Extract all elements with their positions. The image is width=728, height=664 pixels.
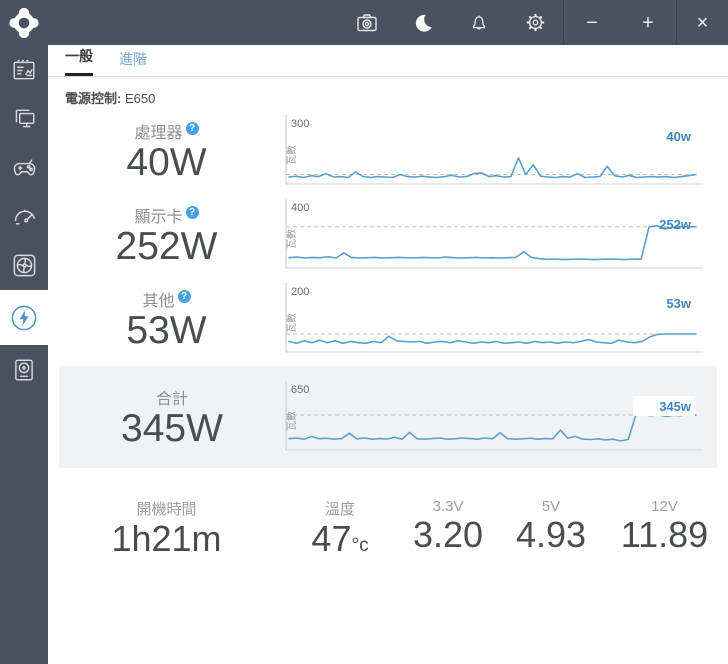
stats-row: 開機時間 1h21m 溫度 47°c 3.3V 3.20 5V 4.93 12V… — [48, 498, 728, 558]
cpu-power-chart: 40w 300 瓦數 — [285, 113, 703, 189]
dashboard-icon — [13, 59, 35, 79]
power-row-total: 合計 345W 345w 650 瓦數 — [59, 366, 717, 468]
other-power-label: 其他? — [48, 287, 285, 311]
sidebar-item-pc[interactable] — [0, 94, 48, 143]
power-row-cpu: 處理器? 40W 40w 300 瓦數 — [48, 109, 728, 193]
stat-3v3: 3.3V 3.20 — [395, 498, 501, 558]
power-control-label: 電源控制: — [65, 91, 122, 106]
3v3-label: 3.3V — [432, 498, 464, 515]
other-power-chart: 53w 200 瓦數 — [285, 281, 703, 357]
svg-text:345w: 345w — [659, 399, 692, 414]
power-row-other: 其他? 53W 53w 200 瓦數 — [48, 277, 728, 361]
help-icon[interactable]: ? — [185, 122, 199, 136]
5v-label: 5V — [541, 498, 561, 515]
power-control-header: 電源控制: E650 — [48, 77, 728, 109]
help-icon[interactable]: ? — [185, 206, 199, 220]
total-power-chart: 345w 650 瓦數 — [285, 379, 703, 455]
maximize-button[interactable]: + — [620, 0, 676, 45]
psu-model: E650 — [124, 91, 156, 106]
stat-5v: 5V 4.93 — [501, 498, 601, 558]
titlebar-divider-2 — [676, 0, 677, 45]
cam-logo-icon — [9, 7, 39, 38]
svg-text:200: 200 — [291, 286, 309, 298]
svg-text:53w: 53w — [666, 296, 691, 311]
help-icon[interactable]: ? — [177, 290, 191, 304]
stat-12v: 12V 11.89 — [601, 498, 728, 558]
12v-value: 11.89 — [620, 514, 709, 555]
fan-icon — [13, 254, 35, 277]
camera-icon — [357, 13, 377, 31]
power-row-gpu: 顯示卡? 252W 252w 400 瓦數 — [48, 193, 728, 277]
moon-icon — [415, 14, 432, 32]
title-bar: − + × — [0, 0, 728, 45]
minimize-button[interactable]: − — [564, 0, 620, 45]
svg-text:650: 650 — [291, 384, 309, 396]
gear-icon — [526, 13, 544, 32]
app-logo[interactable] — [0, 0, 48, 45]
12v-label: 12V — [651, 498, 678, 515]
screenshot-button[interactable] — [339, 0, 395, 45]
minimize-glyph: − — [586, 11, 598, 34]
sidebar-item-monitoring[interactable] — [0, 45, 48, 94]
svg-text:300: 300 — [291, 118, 309, 130]
svg-text:瓦數: 瓦數 — [285, 313, 298, 333]
temperature-label: 溫度 — [324, 501, 355, 518]
gpu-power-value: 252W — [115, 224, 218, 268]
sidebar — [0, 45, 48, 664]
svg-text:瓦數: 瓦數 — [285, 229, 298, 249]
close-glyph: × — [696, 11, 709, 34]
cpu-power-label: 處理器? — [48, 119, 285, 143]
settings-button[interactable] — [507, 0, 563, 45]
svg-text:瓦數: 瓦數 — [285, 145, 298, 165]
svg-text:40w: 40w — [666, 129, 691, 144]
bell-icon — [472, 14, 486, 30]
dark-mode-button[interactable] — [395, 0, 451, 45]
notifications-button[interactable] — [451, 0, 507, 45]
gpu-power-label: 顯示卡? — [48, 203, 285, 227]
titlebar-divider — [563, 0, 564, 45]
stat-uptime: 開機時間 1h21m — [48, 498, 285, 558]
5v-value: 4.93 — [515, 514, 587, 555]
lightning-icon — [11, 305, 37, 330]
svg-text:252w: 252w — [659, 217, 692, 232]
drive-icon — [15, 359, 33, 380]
uptime-label: 開機時間 — [136, 501, 197, 518]
close-button[interactable]: × — [677, 0, 728, 45]
cpu-power-value: 40W — [126, 140, 207, 184]
gpu-power-chart: 252w 400 瓦數 — [285, 197, 703, 273]
other-power-value: 53W — [126, 308, 207, 352]
maximize-glyph: + — [642, 11, 654, 34]
power-rows: 處理器? 40W 40w 300 瓦數 顯示卡? 252W 252w 400 瓦數 其他… — [48, 109, 728, 468]
tab-advanced[interactable]: 進階 — [119, 51, 147, 67]
temperature-value: 47°c — [311, 518, 369, 559]
pc-icon — [15, 109, 35, 127]
3v3-value: 3.20 — [412, 514, 484, 555]
sidebar-item-games[interactable] — [0, 143, 48, 192]
svg-text:400: 400 — [291, 202, 309, 214]
uptime-value: 1h21m — [111, 518, 222, 559]
svg-text:瓦數: 瓦數 — [285, 411, 298, 431]
stat-temperature: 溫度 47°c — [285, 498, 395, 558]
total-power-label: 合計 — [155, 390, 188, 408]
tab-bar: 一般 進階 — [48, 45, 728, 77]
sidebar-item-power[interactable] — [0, 290, 48, 345]
sidebar-item-performance[interactable] — [0, 192, 48, 241]
sidebar-item-storage[interactable] — [0, 345, 48, 394]
tab-general[interactable]: 一般 — [65, 46, 93, 76]
total-power-value: 345W — [121, 406, 223, 450]
titlebar-drag-area[interactable] — [48, 0, 339, 45]
main-content: 一般 進階 電源控制: E650 處理器? 40W 40w 300 瓦數 顯示卡? … — [48, 45, 728, 664]
gauge-icon — [14, 209, 35, 225]
sidebar-item-cooling[interactable] — [0, 241, 48, 290]
gamepad-icon — [13, 159, 35, 176]
